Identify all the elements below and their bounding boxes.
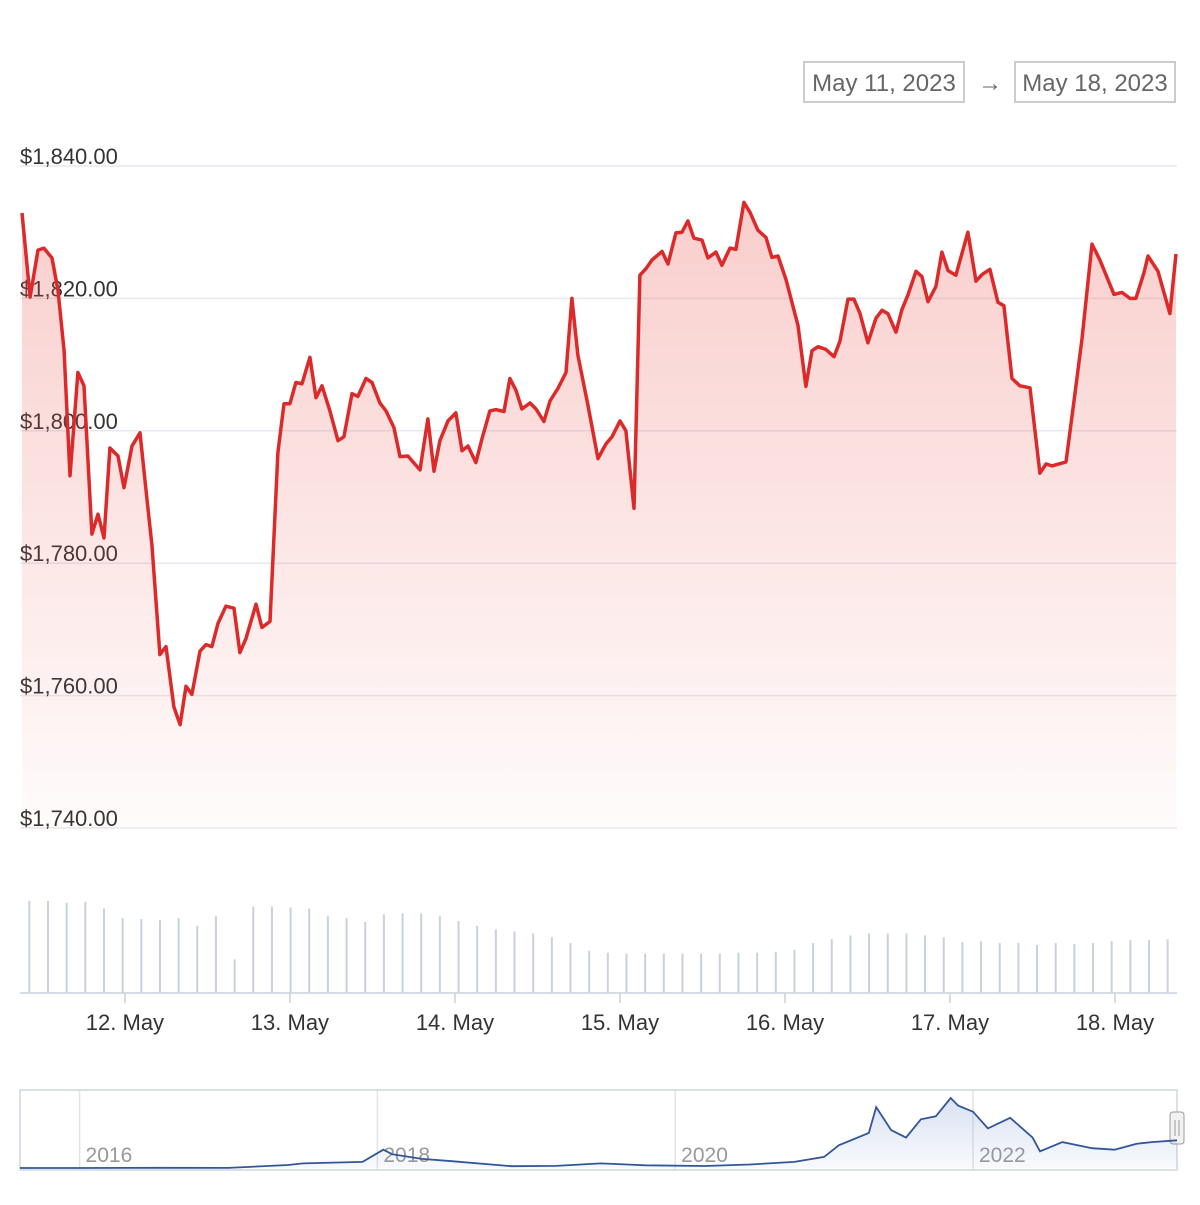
volume-bar — [700, 953, 703, 993]
volume-bar — [998, 943, 1001, 993]
volume-bar — [513, 931, 516, 993]
date-separator: → — [978, 70, 1002, 97]
volume-bar — [1092, 943, 1095, 993]
volume-bar — [84, 901, 87, 993]
volume-bar — [438, 916, 441, 993]
x-tick-label: 17. May — [911, 1010, 989, 1035]
volume-bar — [457, 921, 460, 993]
volume-bar — [158, 920, 161, 993]
volume-bar — [177, 918, 180, 993]
volume-bar — [961, 942, 964, 993]
volume-bar — [476, 925, 479, 993]
volume-bar — [942, 937, 945, 993]
volume-bar — [364, 921, 367, 993]
volume-bar — [102, 908, 105, 993]
volume-bar — [644, 953, 647, 993]
volume-bar — [1073, 944, 1076, 993]
volume-bar — [1110, 941, 1113, 993]
date-from[interactable]: May 11, 2023 — [812, 70, 956, 97]
volume-bar — [1054, 943, 1057, 993]
volume-bar — [494, 929, 497, 993]
volume-bar — [65, 902, 68, 993]
volume-bar — [345, 918, 348, 993]
x-tick-label: 14. May — [416, 1010, 494, 1035]
volume-bar — [46, 900, 49, 993]
price-line — [20, 200, 1178, 727]
volume-bar — [382, 914, 385, 993]
volume-bar — [308, 908, 311, 993]
volume-bar — [830, 939, 833, 993]
volume-bar — [849, 935, 852, 993]
navigator-handle[interactable] — [1169, 1111, 1185, 1145]
volume-bar — [289, 907, 292, 993]
navigator-tick-label: 2020 — [681, 1144, 728, 1167]
volume-bar — [420, 913, 423, 993]
volume-bar — [233, 959, 236, 993]
volume-bar — [252, 906, 255, 993]
volume-bar — [28, 900, 31, 993]
volume-bar — [980, 941, 983, 993]
volume-bar — [1036, 945, 1039, 993]
volume-bar — [532, 933, 535, 993]
volume-bar — [793, 949, 796, 993]
volume-bar — [1017, 943, 1020, 993]
volume-bar — [1129, 940, 1132, 993]
x-tick-label: 12. May — [86, 1010, 164, 1035]
volume-bar — [625, 953, 628, 993]
volume-bar — [214, 916, 217, 993]
volume-bar — [606, 952, 609, 993]
volume-bar — [718, 953, 721, 993]
volume-bar — [270, 906, 273, 993]
volume-bar — [756, 952, 759, 993]
date-from-box[interactable] — [803, 61, 965, 103]
date-to[interactable]: May 18, 2023 — [1022, 70, 1167, 97]
volume-bar — [924, 935, 927, 993]
volume-bar — [196, 925, 199, 993]
volume-bar — [1166, 939, 1169, 993]
x-tick-label: 15. May — [581, 1010, 659, 1035]
volume-bar — [401, 913, 404, 993]
volume-bar — [905, 933, 908, 993]
volume-bar — [774, 951, 777, 993]
volume-bar — [681, 953, 684, 993]
volume-bar — [886, 933, 889, 993]
x-tick-label: 16. May — [746, 1010, 824, 1035]
y-tick-label: $1,840.00 — [20, 144, 118, 169]
volume-bar — [868, 933, 871, 993]
navigator-tick-label: 2016 — [86, 1144, 133, 1167]
navigator-area — [20, 1098, 1177, 1168]
volume-bar — [121, 918, 124, 993]
x-tick-label: 13. May — [251, 1010, 329, 1035]
volume-bar — [140, 919, 143, 993]
volume-bar — [737, 952, 740, 993]
volume-bar — [1148, 940, 1151, 993]
volume-bar — [569, 943, 572, 993]
volume-bar — [550, 937, 553, 993]
volume-bar — [588, 950, 591, 993]
date-to-box[interactable] — [1014, 61, 1176, 103]
navigator-line — [20, 1096, 1178, 1169]
price-area — [21, 202, 1177, 828]
volume-bar — [326, 916, 329, 993]
x-tick-label: 18. May — [1076, 1010, 1154, 1035]
volume-bar — [812, 943, 815, 993]
volume-bar — [662, 953, 665, 993]
